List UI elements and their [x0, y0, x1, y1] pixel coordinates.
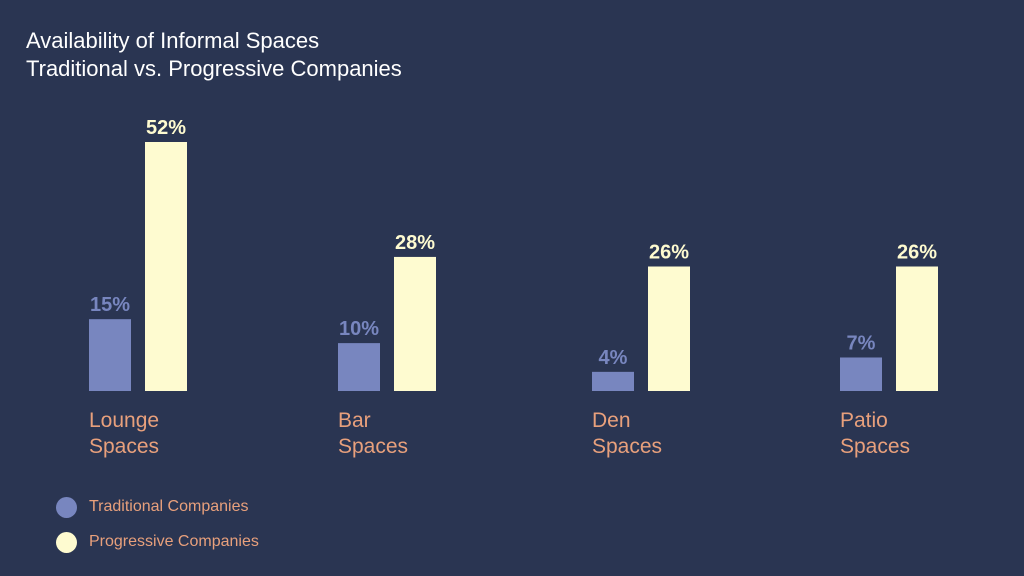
legend-item-progressive: Progressive Companies [56, 531, 259, 553]
data-label-den-traditional: 4% [599, 347, 628, 369]
chart-title: Availability of Informal Spaces [26, 28, 320, 53]
category-label-lounge-line1: Lounge [89, 409, 159, 432]
bar-lounge-progressive [145, 142, 187, 391]
data-label-lounge-progressive: 52% [146, 117, 186, 139]
data-label-patio-progressive: 26% [897, 242, 937, 264]
bar-bar-traditional [338, 343, 380, 391]
category-label-patio-line2: Spaces [840, 435, 910, 458]
data-label-lounge-traditional: 15% [90, 294, 130, 316]
chart-subtitle: Traditional vs. Progressive Companies [26, 56, 402, 81]
data-label-den-progressive: 26% [649, 242, 689, 264]
category-label-lounge-line2: Spaces [89, 435, 159, 458]
bar-patio-progressive [896, 266, 938, 391]
bar-patio-traditional [840, 357, 882, 391]
category-label-bar-line2: Spaces [338, 435, 408, 458]
bar-den-traditional [592, 371, 634, 391]
category-label-bar-line1: Bar [338, 409, 371, 432]
data-label-patio-traditional: 7% [847, 332, 876, 354]
category-label-patio-line1: Patio [840, 409, 888, 432]
legend-item-traditional: Traditional Companies [56, 496, 248, 518]
legend-swatch-traditional [56, 496, 77, 518]
bar-bar-progressive [394, 256, 436, 391]
bar-den-progressive [648, 266, 690, 391]
data-label-bar-traditional: 10% [339, 318, 379, 340]
legend-swatch-progressive [56, 531, 77, 553]
category-label-den-line1: Den [592, 409, 631, 432]
bar-lounge-traditional [89, 319, 131, 391]
legend-label-progressive: Progressive Companies [89, 533, 259, 550]
legend-label-traditional: Traditional Companies [89, 498, 249, 515]
category-label-den-line2: Spaces [592, 435, 662, 458]
data-label-bar-progressive: 28% [395, 232, 435, 254]
